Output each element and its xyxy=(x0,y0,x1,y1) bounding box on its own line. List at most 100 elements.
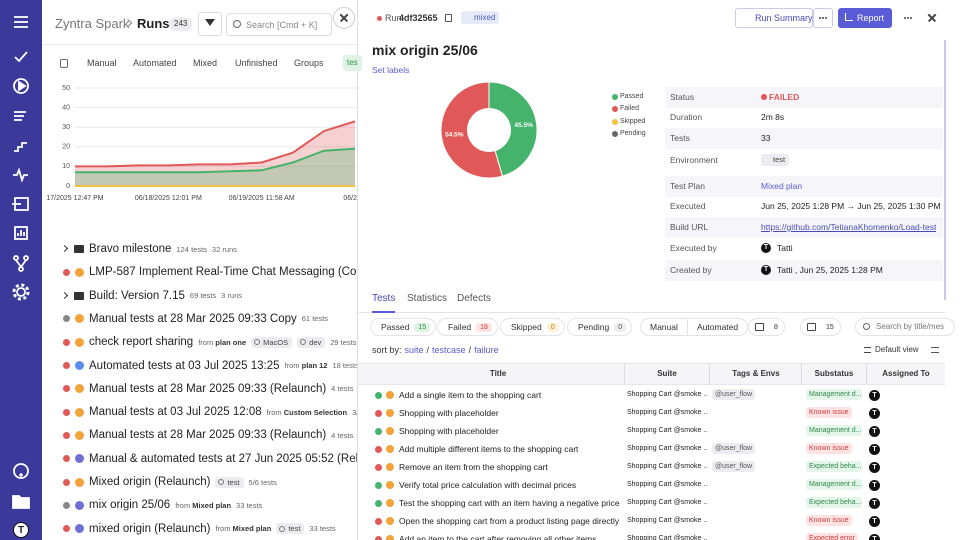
run-row[interactable]: Manual tests at 28 Mar 2025 09:33 (Relau… xyxy=(89,427,357,443)
run-row[interactable]: mix origin 25/06 from Mixed plan 33 tests xyxy=(89,497,357,513)
type-filter[interactable]: Automated xyxy=(687,318,749,336)
test-title[interactable]: Verify total price calculation with deci… xyxy=(399,480,577,490)
detail-value[interactable]: Mixed plan xyxy=(761,181,803,191)
test-search-box[interactable] xyxy=(855,318,955,336)
test-title[interactable]: Remove an item from the shopping cart xyxy=(399,462,548,472)
test-substatus: Management d... xyxy=(806,425,862,436)
comment-filter[interactable]: 15 xyxy=(800,318,841,336)
user-avatar[interactable]: T xyxy=(13,522,29,538)
folder-icon[interactable] xyxy=(12,495,30,509)
detail-tab[interactable]: Defects xyxy=(457,293,491,304)
comment-filter[interactable]: 8 xyxy=(748,318,785,336)
run-status xyxy=(62,362,70,369)
sort-option[interactable]: suite xyxy=(404,345,424,355)
run-type xyxy=(74,524,84,534)
run-row[interactable]: Build: Version 7.15 69 tests 3 runs xyxy=(89,288,357,304)
test-title[interactable]: Open the shopping cart from a product li… xyxy=(399,516,620,526)
run-row[interactable]: check report sharing from plan one MacOS de… xyxy=(89,334,357,350)
branch-icon[interactable] xyxy=(13,255,29,272)
menu-icon[interactable] xyxy=(14,16,28,28)
copy-icon[interactable] xyxy=(445,14,452,22)
source-name: Mixed plan xyxy=(232,524,272,534)
report-button[interactable] xyxy=(838,8,892,28)
expand-chevron[interactable] xyxy=(60,291,69,299)
test-title[interactable]: Shopping with placeholder xyxy=(399,426,499,436)
detail-tab[interactable]: Statistics xyxy=(407,293,448,304)
status-filter[interactable]: Skipped 0 xyxy=(500,318,565,336)
legend-swatch xyxy=(612,118,618,125)
expand-chevron[interactable] xyxy=(60,244,69,253)
view-icon xyxy=(864,347,871,353)
tag-text: dev xyxy=(309,337,322,347)
filter-icon xyxy=(205,19,215,28)
sort-option[interactable]: failure xyxy=(474,345,499,355)
run-row[interactable]: Mixed origin (Relaunch) test 5/6 tests xyxy=(89,474,357,490)
default-view[interactable]: Default view xyxy=(875,345,919,354)
y-tick-label: 30 xyxy=(62,124,70,131)
run-row[interactable]: Manual tests at 03 Jul 2025 12:08 from Cu… xyxy=(89,404,357,420)
run-row[interactable]: Manual tests at 28 Mar 2025 09:33 Copy 61… xyxy=(89,311,357,327)
filter-count: 15 xyxy=(414,322,431,332)
sort-option[interactable]: testcase xyxy=(432,345,466,355)
source-prefix: from xyxy=(175,500,191,510)
test-title[interactable]: Add multiple different items to the shop… xyxy=(399,444,579,454)
analytics-icon[interactable] xyxy=(14,226,28,240)
run-tab[interactable]: Mixed xyxy=(193,58,218,68)
filter-label: Skipped xyxy=(511,322,542,332)
detail-value[interactable]: https://github.com/TetianaKhomenko/Load-… xyxy=(761,222,936,232)
run-summary-text[interactable]: Run Summary xyxy=(755,13,813,23)
legend-swatch xyxy=(612,94,618,100)
runs-icon[interactable] xyxy=(13,78,29,94)
search-box[interactable] xyxy=(226,13,332,36)
run-status xyxy=(62,455,70,463)
test-suite: Shopping Cart @smoke ... xyxy=(627,391,707,398)
y-tick-label: 40 xyxy=(62,104,70,111)
more-button[interactable] xyxy=(813,8,833,28)
status-filter[interactable]: Passed 15 xyxy=(370,318,437,336)
column-header: Tags & Envs xyxy=(732,369,780,378)
run-tab[interactable]: tes xyxy=(343,55,362,71)
run-row[interactable]: Automated tests at 03 Jul 2025 13:25 from… xyxy=(89,358,357,374)
steps-icon[interactable] xyxy=(14,142,27,152)
run-row[interactable]: mixed origin (Relaunch) from Mixed plan te… xyxy=(89,521,357,537)
test-substatus: Known issue xyxy=(806,515,852,526)
test-type xyxy=(386,463,394,471)
pulse-icon[interactable] xyxy=(13,167,28,183)
report-text[interactable]: Report xyxy=(857,13,885,23)
run-summary-button[interactable] xyxy=(735,8,813,28)
test-title[interactable]: Test the shopping cart with an item havi… xyxy=(399,498,620,508)
assignee-avatar: T xyxy=(869,498,880,509)
help-icon[interactable] xyxy=(13,463,29,479)
run-row[interactable]: Manual & automated tests at 27 Jun 2025 … xyxy=(89,451,357,467)
run-tab[interactable]: Groups xyxy=(294,58,324,68)
active-tab-underline xyxy=(372,311,395,313)
run-count: 29 tests xyxy=(330,337,357,347)
test-title[interactable]: Shopping with placeholder xyxy=(399,408,499,418)
status-filter[interactable]: Failed 18 xyxy=(437,318,498,336)
run-row[interactable]: Bravo milestone 124 tests 32 runs xyxy=(89,241,357,257)
run-tab[interactable]: Unfinished xyxy=(235,58,278,68)
set-labels-link[interactable]: Set labels xyxy=(372,65,410,75)
check-icon[interactable] xyxy=(14,51,28,63)
detail-tab[interactable]: Tests xyxy=(372,293,396,304)
run-tab[interactable]: Automated xyxy=(133,58,177,68)
filter-button[interactable] xyxy=(198,12,222,36)
type-filter[interactable]: Manual xyxy=(640,318,688,336)
legend-label: Passed xyxy=(620,93,644,100)
list-icon[interactable] xyxy=(14,111,26,121)
import-icon[interactable] xyxy=(12,197,29,211)
test-status xyxy=(374,481,382,489)
more-dot xyxy=(904,17,906,19)
status-filter[interactable]: Pending 0 xyxy=(567,318,633,336)
run-tab[interactable]: Manual xyxy=(87,58,117,68)
run-row[interactable]: Manual tests at 28 Mar 2025 09:33 (Relau… xyxy=(89,381,357,397)
detail-row xyxy=(665,128,943,149)
comment-count: 8 xyxy=(774,323,778,331)
test-title[interactable]: Add an item to the cart after removing a… xyxy=(399,534,597,540)
columns-icon[interactable] xyxy=(931,347,939,353)
run-row[interactable]: LMP-587 Implement Real-Time Chat Messagi… xyxy=(89,264,357,280)
settings-icon[interactable] xyxy=(12,283,30,301)
test-title[interactable]: Add a single item to the shopping cart xyxy=(399,390,542,400)
legend-label: Failed xyxy=(620,105,640,113)
filter-count: 0 xyxy=(614,322,627,332)
